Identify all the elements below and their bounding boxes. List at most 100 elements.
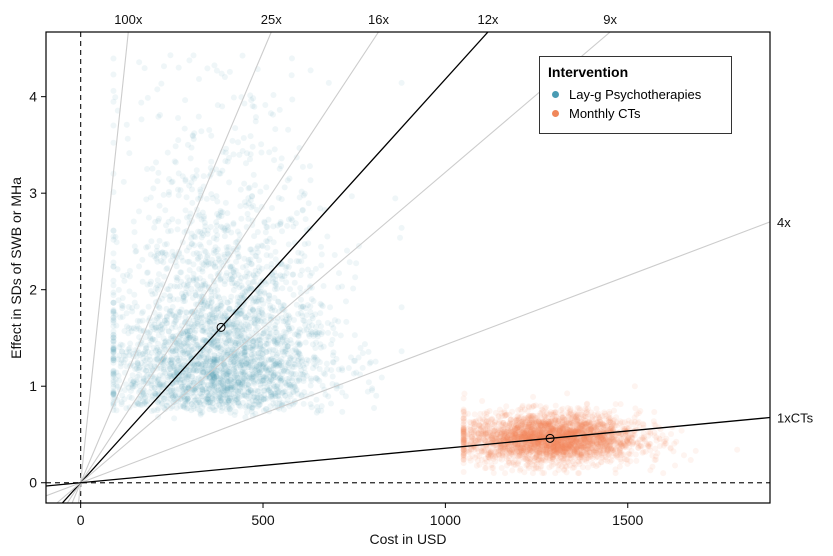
data-point xyxy=(285,359,292,366)
data-point xyxy=(278,314,285,321)
data-point xyxy=(263,252,270,259)
data-point xyxy=(289,96,296,103)
data-point xyxy=(255,371,262,378)
data-point xyxy=(215,309,222,316)
data-point xyxy=(263,375,270,382)
data-point xyxy=(203,338,210,345)
data-point xyxy=(302,321,309,328)
data-point xyxy=(136,334,143,341)
data-point xyxy=(181,125,188,132)
data-point xyxy=(259,346,266,353)
data-point xyxy=(304,302,311,309)
data-point xyxy=(164,376,171,383)
data-point xyxy=(276,396,283,403)
data-point xyxy=(461,390,468,397)
data-point xyxy=(313,396,320,403)
data-point xyxy=(173,263,180,270)
data-point xyxy=(633,457,640,464)
data-point xyxy=(268,369,275,376)
data-point xyxy=(249,279,256,286)
data-point xyxy=(154,350,161,357)
data-point xyxy=(229,338,236,345)
data-point xyxy=(206,303,213,310)
data-point xyxy=(180,298,187,305)
data-point xyxy=(167,52,174,59)
data-point xyxy=(168,325,175,332)
data-point xyxy=(214,232,221,239)
data-point xyxy=(186,258,193,265)
data-point xyxy=(270,372,277,379)
data-point xyxy=(235,394,242,401)
data-point xyxy=(266,373,273,380)
data-point xyxy=(293,210,300,217)
data-point xyxy=(239,362,246,369)
data-point xyxy=(195,364,202,371)
data-point xyxy=(144,281,151,288)
data-point xyxy=(144,166,151,173)
data-point xyxy=(194,323,201,330)
data-point xyxy=(152,290,159,297)
data-point xyxy=(279,371,286,378)
data-point xyxy=(212,282,219,289)
data-point xyxy=(270,223,277,230)
data-point xyxy=(252,315,259,322)
data-point xyxy=(244,356,251,363)
data-point xyxy=(150,344,157,351)
data-point xyxy=(289,353,296,360)
data-point xyxy=(286,354,293,361)
data-point xyxy=(231,399,238,406)
data-point xyxy=(153,247,160,254)
data-point xyxy=(155,271,162,278)
data-point xyxy=(307,382,314,389)
data-point xyxy=(273,339,280,346)
data-point xyxy=(332,330,339,337)
data-point xyxy=(291,331,298,338)
data-point xyxy=(116,344,123,351)
data-point xyxy=(161,292,168,299)
data-point xyxy=(145,214,152,221)
data-point xyxy=(165,328,172,335)
data-point xyxy=(219,388,226,395)
data-point xyxy=(256,354,263,361)
data-point xyxy=(273,352,280,359)
data-point xyxy=(222,330,229,337)
data-point xyxy=(271,157,278,164)
data-point xyxy=(249,192,256,199)
data-point xyxy=(307,303,314,310)
data-point xyxy=(372,358,379,365)
data-point xyxy=(230,94,237,101)
data-point xyxy=(261,373,268,380)
data-point xyxy=(172,159,179,166)
data-point xyxy=(148,367,155,374)
data-point xyxy=(198,243,205,250)
data-point xyxy=(110,55,117,62)
data-point xyxy=(234,338,241,345)
data-point xyxy=(229,274,236,281)
data-point xyxy=(224,299,231,306)
data-point xyxy=(290,371,297,378)
data-point xyxy=(250,338,257,345)
data-point xyxy=(215,335,222,342)
data-point xyxy=(139,308,146,315)
data-point xyxy=(124,271,131,278)
data-point xyxy=(125,346,132,353)
data-point xyxy=(288,325,295,332)
data-point xyxy=(237,332,244,339)
data-point xyxy=(178,269,185,276)
data-point xyxy=(350,370,357,377)
data-point xyxy=(182,357,189,364)
data-point xyxy=(156,237,163,244)
data-point xyxy=(110,346,117,353)
data-point xyxy=(307,308,314,315)
data-point xyxy=(163,314,170,321)
data-point xyxy=(137,401,144,408)
data-point xyxy=(352,274,359,281)
data-point xyxy=(224,385,231,392)
data-point xyxy=(110,391,117,398)
data-point xyxy=(185,341,192,348)
data-point xyxy=(257,318,264,325)
data-point xyxy=(274,374,281,381)
data-point xyxy=(238,332,245,339)
data-point xyxy=(207,381,214,388)
data-point xyxy=(248,97,255,104)
